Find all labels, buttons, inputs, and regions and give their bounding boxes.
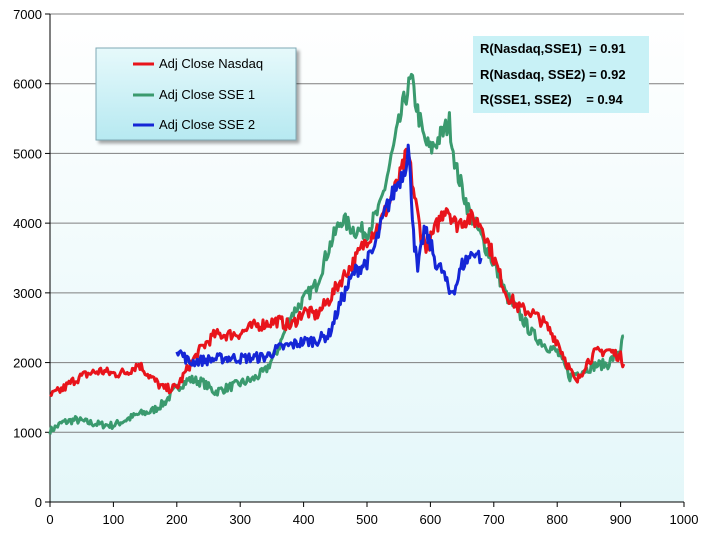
- y-tick-label: 6000: [13, 77, 42, 92]
- y-tick-label: 5000: [13, 146, 42, 161]
- legend-label-nasdaq: Adj Close Nasdaq: [159, 56, 263, 71]
- x-tick-label: 400: [293, 512, 315, 527]
- x-tick-label: 1000: [670, 512, 699, 527]
- correlation-r3: R(SSE1, SSE2) = 0.94: [480, 92, 623, 107]
- correlation-r2: R(Nasdaq, SSE2) = 0.92: [480, 67, 626, 82]
- y-tick-label: 3000: [13, 286, 42, 301]
- y-tick-label: 0: [35, 495, 42, 510]
- x-tick-label: 800: [546, 512, 568, 527]
- legend-box: [95, 47, 297, 141]
- x-tick-label: 700: [483, 512, 505, 527]
- axis-ticks: 0 1000 2000 3000 4000 5000 6000 7000 0 100 200 300 4…: [13, 7, 698, 527]
- y-tick-label: 4000: [13, 216, 42, 231]
- series-layer: [48, 72, 626, 435]
- x-tick-label: 200: [166, 512, 188, 527]
- sse2-line: [175, 143, 483, 368]
- correlation-r1: R(Nasdaq,SSE1) = 0.91: [480, 41, 626, 56]
- legend: Adj Close Nasdaq Adj Close SSE 1 Adj Clo…: [95, 47, 297, 141]
- y-tick-label: 2000: [13, 356, 42, 371]
- legend-label-sse1: Adj Close SSE 1: [159, 87, 255, 102]
- x-tick-label: 100: [103, 512, 125, 527]
- y-tick-label: 7000: [13, 7, 42, 22]
- x-tick-label: 500: [356, 512, 378, 527]
- y-tick-label: 1000: [13, 425, 42, 440]
- legend-label-sse2: Adj Close SSE 2: [159, 117, 255, 132]
- x-tick-label: 900: [610, 512, 632, 527]
- correlation-box: R(Nasdaq,SSE1) = 0.91 R(Nasdaq, SSE2) = …: [473, 36, 649, 113]
- x-tick-label: 600: [420, 512, 442, 527]
- nasdaq-line: [49, 147, 626, 397]
- x-tick-label: 300: [229, 512, 251, 527]
- correlation-box-bg: [473, 36, 649, 113]
- x-tick-label: 0: [46, 512, 53, 527]
- sse1-line: [48, 72, 625, 435]
